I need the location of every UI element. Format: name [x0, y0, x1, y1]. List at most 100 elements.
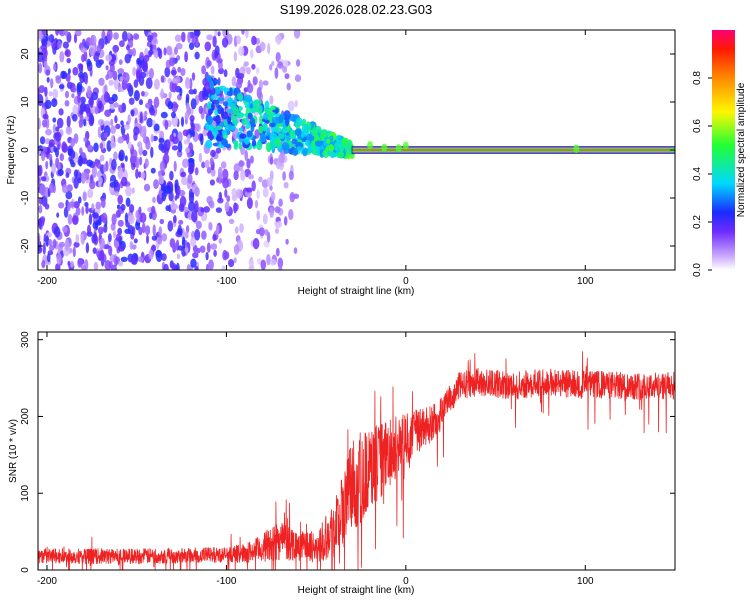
- heat-cell: [283, 216, 288, 226]
- heat-cell: [44, 99, 52, 109]
- heat-cell: [41, 39, 48, 47]
- heat-cell: [176, 253, 181, 260]
- spectrogram-y-axis: -20 -10 0 10 20: [20, 48, 675, 253]
- snr-frame: [37, 331, 676, 571]
- heat-cell: [279, 114, 286, 119]
- heat-cell: [231, 195, 237, 202]
- heat-cell: [235, 81, 243, 89]
- signal-band-outline: [351, 146, 675, 154]
- heat-cell: [200, 133, 204, 146]
- heat-cell: [145, 102, 152, 109]
- heat-cell: [82, 191, 87, 202]
- heat-cell: [85, 205, 89, 214]
- heat-cell: [59, 30, 65, 37]
- heat-cell: [77, 257, 83, 268]
- heat-cell: [260, 259, 267, 270]
- heat-cell: [112, 230, 117, 239]
- heat-cell: [117, 68, 125, 75]
- heat-cell: [114, 191, 120, 197]
- heat-cell: [96, 170, 102, 178]
- heat-cell: [38, 177, 41, 186]
- heat-cell: [175, 262, 180, 270]
- heat-cell: [173, 160, 177, 172]
- heat-cell: [153, 78, 160, 90]
- heat-cell: [50, 78, 54, 89]
- heat-cell: [249, 117, 256, 126]
- heat-cell: [239, 133, 247, 139]
- snr-y-tick-label: 300: [20, 331, 31, 348]
- heat-cell: [129, 40, 134, 47]
- heat-cell: [311, 128, 315, 136]
- heat-cell: [266, 177, 273, 187]
- heat-cell: [233, 202, 239, 212]
- heat-cell: [93, 234, 99, 246]
- snr-y-tick-label: 100: [20, 484, 31, 501]
- heat-cell: [118, 261, 124, 267]
- heat-cell: [206, 242, 211, 253]
- heat-cell: [117, 167, 123, 180]
- heat-cell: [243, 61, 249, 67]
- heat-cell: [122, 72, 130, 84]
- heat-cell: [184, 51, 189, 63]
- heat-cell: [54, 131, 62, 142]
- heat-cell: [215, 136, 222, 141]
- heat-cell: [104, 91, 109, 103]
- heat-cell: [166, 45, 173, 56]
- heat-cell: [171, 145, 179, 151]
- heat-cell: [56, 212, 60, 218]
- heat-cell: [52, 88, 59, 99]
- heat-cell: [191, 36, 198, 45]
- heat-cell: [133, 33, 140, 40]
- heat-cell: [153, 52, 159, 59]
- heat-cell: [119, 76, 124, 82]
- heat-cell: [81, 54, 86, 63]
- spectrogram-marks: [38, 30, 675, 270]
- heat-cell: [210, 149, 216, 158]
- heat-cell: [181, 31, 186, 43]
- heat-cell: [289, 192, 296, 203]
- heat-cell: [95, 219, 102, 226]
- heat-cell: [126, 82, 132, 93]
- heat-cell: [259, 114, 264, 125]
- heat-cell: [123, 124, 131, 130]
- heat-cell: [138, 140, 142, 149]
- heat-cell: [204, 159, 210, 169]
- heat-cell: [287, 100, 295, 112]
- heat-cell: [72, 215, 79, 226]
- heat-cell: [226, 195, 231, 203]
- heat-cell: [67, 148, 73, 157]
- heat-cell: [132, 66, 137, 77]
- heat-cell: [194, 30, 201, 37]
- heat-cell: [293, 30, 301, 39]
- heat-cell: [190, 258, 197, 268]
- heat-cell: [185, 147, 191, 154]
- heat-cell: [270, 191, 276, 201]
- heat-cell: [152, 120, 156, 126]
- heat-cell: [224, 201, 230, 213]
- heat-cell: [218, 237, 222, 244]
- heat-cell: [278, 198, 283, 207]
- heat-cell: [238, 142, 242, 150]
- heat-cell: [63, 30, 69, 37]
- heat-cell: [263, 123, 268, 131]
- heat-cell: [78, 155, 83, 167]
- heat-cell: [245, 187, 253, 193]
- heat-cell: [209, 157, 214, 166]
- heat-cell: [227, 116, 232, 125]
- heat-cell: [95, 201, 102, 210]
- heat-cell: [106, 30, 113, 41]
- heat-cell: [150, 167, 156, 174]
- heat-cell: [276, 63, 284, 69]
- heat-cell: [259, 133, 267, 143]
- heat-cell: [211, 128, 219, 136]
- heat-cell: [45, 160, 49, 170]
- heat-cell: [88, 213, 93, 226]
- heat-cell: [71, 93, 75, 99]
- heat-cell: [244, 149, 248, 161]
- heat-cell: [395, 144, 402, 153]
- heat-cell: [144, 158, 149, 168]
- heat-cell: [70, 161, 76, 168]
- spectrogram-y-tick-label: 20: [20, 48, 31, 60]
- snr-x-axis: -200 -100 0 100: [37, 332, 594, 587]
